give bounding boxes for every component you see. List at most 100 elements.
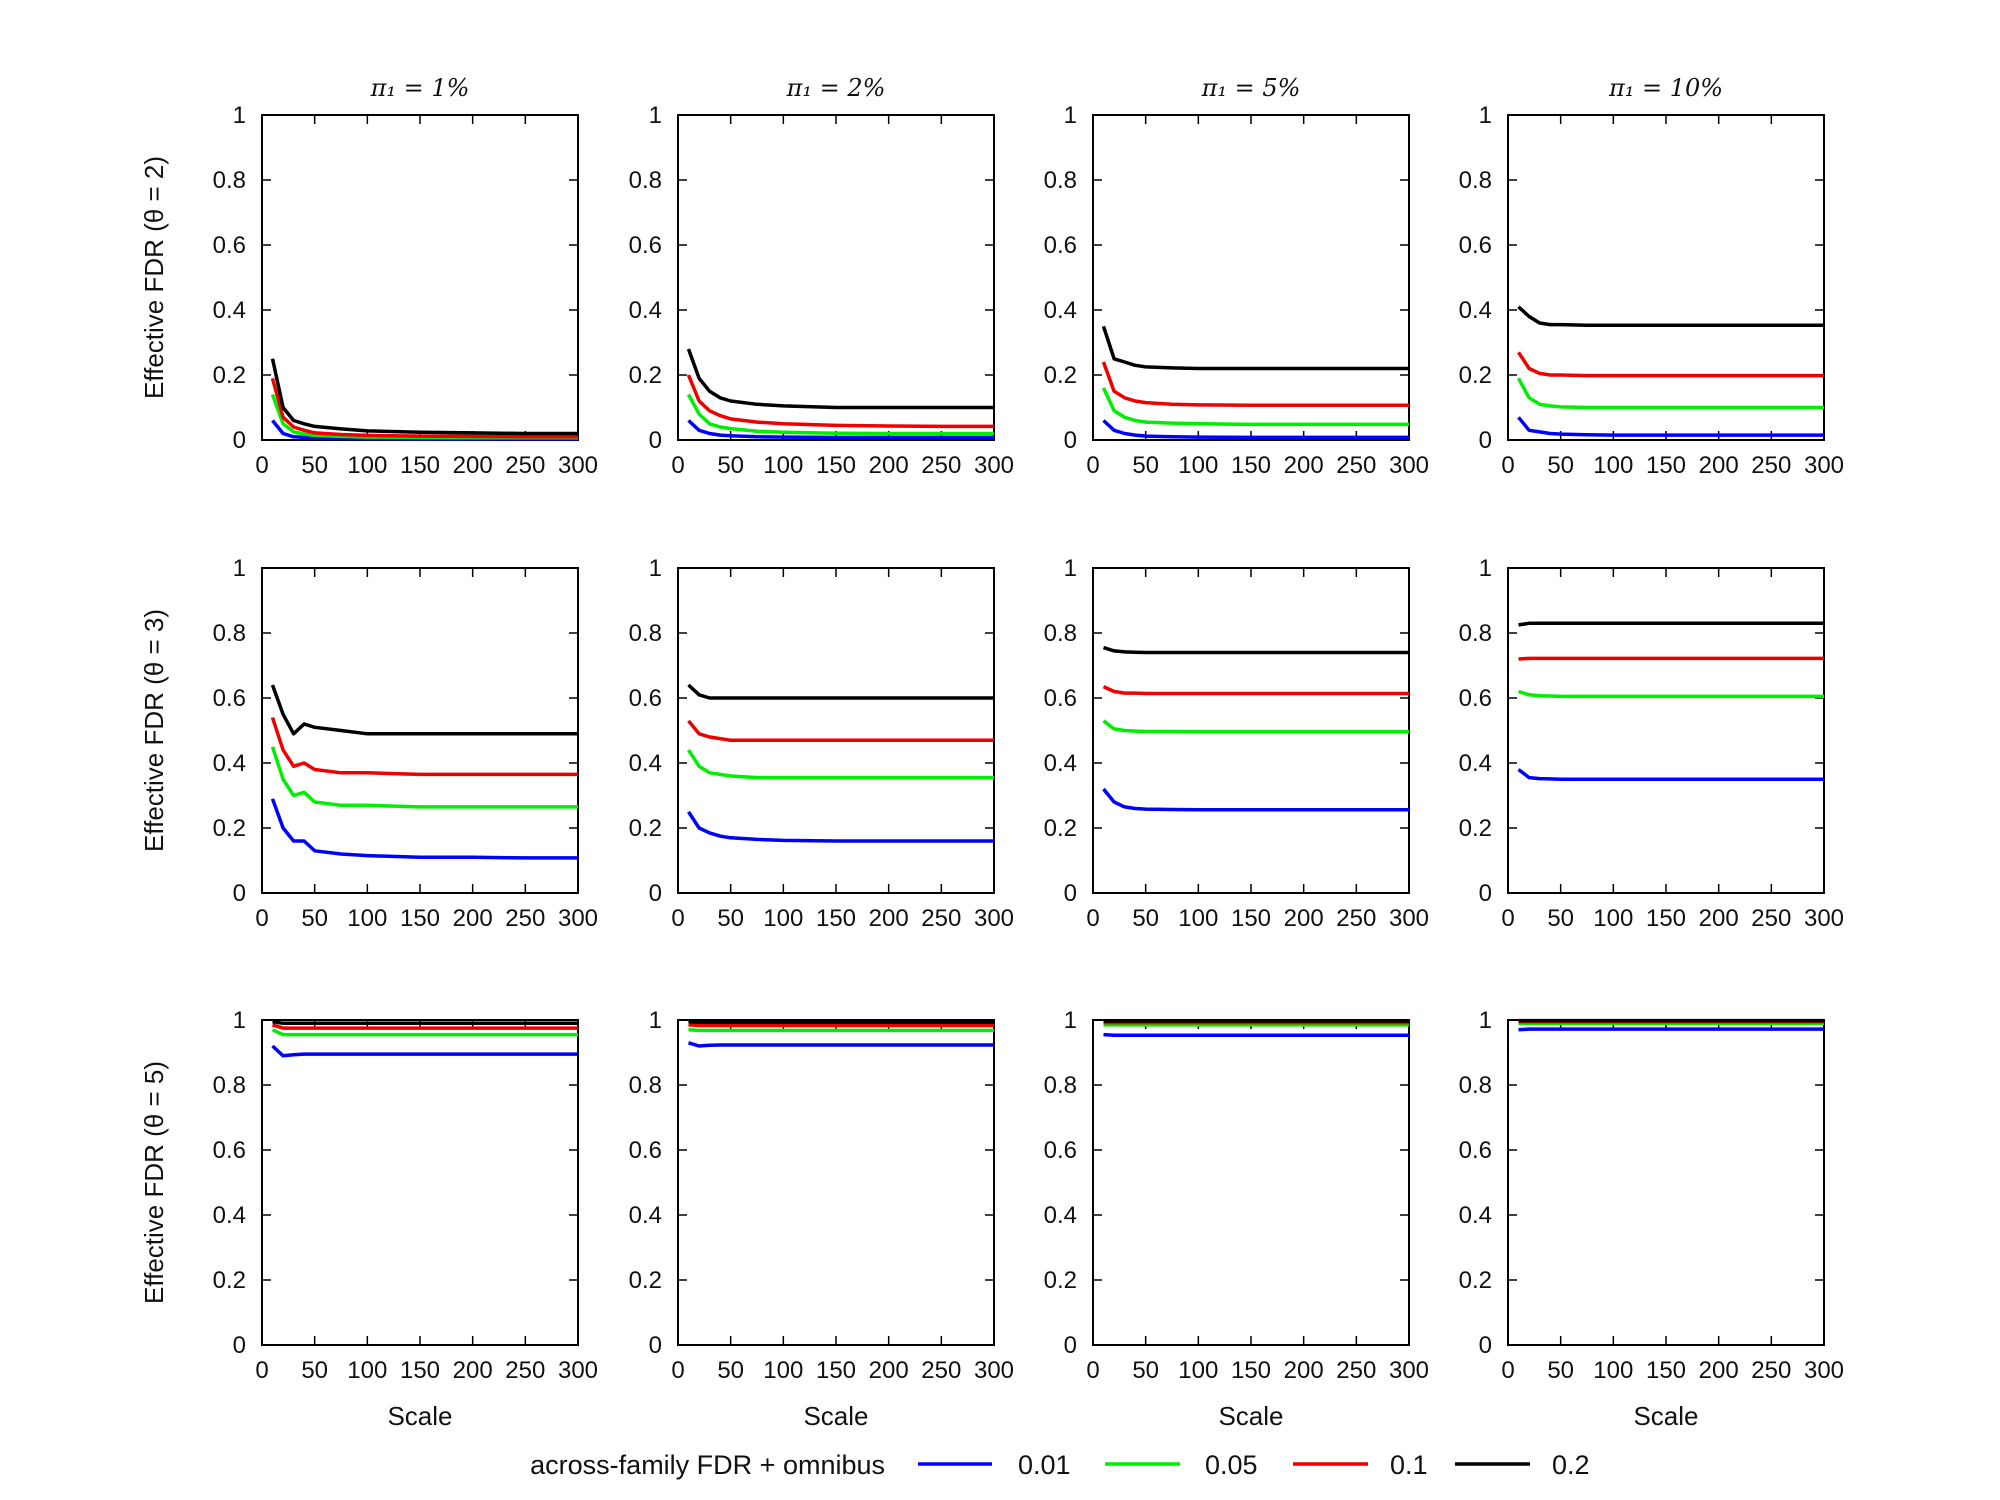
- x-tick-label: 200: [453, 1357, 493, 1384]
- x-tick-label: 150: [1231, 452, 1271, 479]
- x-tick-label: 0: [1086, 905, 1099, 932]
- x-tick-label: 50: [301, 905, 328, 932]
- y-tick-label: 1: [1064, 102, 1077, 129]
- series-line-0.2: [688, 1019, 994, 1025]
- y-tick-label: 0: [1479, 880, 1492, 907]
- y-tick-label: 0.2: [1459, 362, 1492, 389]
- y-tick-label: 0.8: [1044, 620, 1077, 647]
- x-tick-label: 250: [921, 905, 961, 932]
- x-tick-label: 250: [505, 905, 545, 932]
- series-line-0.01: [687, 419, 994, 440]
- y-tick-label: 0.2: [629, 362, 662, 389]
- y-tick-label: 0.8: [1044, 167, 1077, 194]
- x-tick-label: 300: [558, 905, 598, 932]
- panel-r2-c2: 0 0.2 0.4 0.6 0.8 1 0 50 100 150 200 250 300: [1044, 1007, 1429, 1384]
- x-tick-label: 200: [1699, 1357, 1739, 1384]
- y-tick-label: 0.2: [213, 362, 246, 389]
- x-tick-label: 200: [1284, 1357, 1324, 1384]
- series-line-0.1: [686, 374, 994, 429]
- chart-panels: 00.20.40.60.810 50 100 150 200 250 30000.20.40…: [139, 74, 1844, 1431]
- x-tick-label: 250: [1751, 1357, 1791, 1384]
- series-line-0.05: [687, 749, 994, 780]
- y-tick-label: 0.8: [629, 620, 662, 647]
- y-tick-label: 0.2: [213, 815, 246, 842]
- y-tick-label: 0.6: [1044, 232, 1077, 259]
- series-line-0.1: [688, 1023, 994, 1028]
- y-tick-label: 0: [1479, 1332, 1492, 1359]
- x-tick-label: 100: [1593, 1357, 1633, 1384]
- plot-frame: [1507, 1019, 1825, 1346]
- x-tick-label: 50: [1132, 452, 1159, 479]
- panel-r0-c3: 0 0.2 0.4 0.6 0.8 1 0 50 100 150 200 250 300: [1459, 102, 1844, 479]
- x-tick-label: 300: [558, 1357, 598, 1384]
- x-tick-label: 300: [558, 452, 598, 479]
- y-tick-label: 0.8: [629, 167, 662, 194]
- y-tick-label: 0.6: [213, 685, 246, 712]
- series-line-0.05: [271, 1028, 578, 1037]
- x-tick-label: 250: [921, 1357, 961, 1384]
- row-axis-label: Effective FDR (θ = 3): [139, 609, 169, 852]
- y-tick-label: 0.6: [1459, 232, 1492, 259]
- y-tick-label: 0: [233, 427, 246, 454]
- series-line-0.05: [1102, 719, 1409, 734]
- panel-r1-c2: 0 0.2 0.4 0.6 0.8 1 0 50 100 150 200 250 300: [1044, 555, 1429, 932]
- plot-frame: [261, 1019, 579, 1346]
- x-tick-label: 0: [1501, 1357, 1514, 1384]
- panel-r2-c1: 0 0.2 0.4 0.6 0.8 1 0 50 100 150 200 250 300: [629, 1007, 1014, 1384]
- column-title: π₁ = 2%: [786, 74, 886, 102]
- x-tick-label: 150: [1231, 1357, 1271, 1384]
- x-tick-label: 150: [400, 905, 440, 932]
- x-tick-label: 250: [1751, 905, 1791, 932]
- y-tick-label: 0: [649, 1332, 662, 1359]
- y-tick-label: 0.2: [1044, 362, 1077, 389]
- x-tick-label: 0: [1501, 905, 1514, 932]
- x-tick-label: 300: [1389, 905, 1429, 932]
- row-axis-label: Effective FDR (θ = 2): [139, 156, 169, 399]
- series-line-0.2: [272, 1019, 578, 1026]
- y-tick-label: 0.2: [1044, 1267, 1077, 1294]
- x-tick-label: 50: [301, 452, 328, 479]
- y-tick-label: 1: [649, 1007, 662, 1034]
- y-tick-label: 0: [649, 427, 662, 454]
- y-tick-label: 1: [233, 555, 246, 582]
- x-tick-label: 150: [1231, 905, 1271, 932]
- column-title: π₁ = 5%: [1201, 74, 1301, 102]
- x-tick-label: 50: [1132, 1357, 1159, 1384]
- y-tick-label: 1: [1479, 102, 1492, 129]
- y-tick-label: 0: [233, 1332, 246, 1359]
- series-line-0.01: [1103, 1032, 1409, 1038]
- y-tick-label: 1: [233, 102, 246, 129]
- y-tick-label: 0.2: [213, 1267, 246, 1294]
- x-tick-label: 250: [505, 1357, 545, 1384]
- plot-frame: [677, 567, 995, 894]
- x-tick-label: 250: [1336, 452, 1376, 479]
- y-tick-label: 0.6: [629, 232, 662, 259]
- x-tick-label: 0: [671, 452, 684, 479]
- x-tick-label: 250: [1751, 452, 1791, 479]
- x-tick-label: 100: [347, 905, 387, 932]
- x-tick-label: 250: [505, 452, 545, 479]
- series-line-0.1: [1518, 656, 1824, 661]
- x-tick-label: 50: [1547, 452, 1574, 479]
- x-tick-label: 150: [816, 1357, 856, 1384]
- x-tick-label: 150: [1646, 1357, 1686, 1384]
- y-tick-label: 1: [1064, 555, 1077, 582]
- series-line-0.2: [1518, 621, 1824, 627]
- x-tick-label: 100: [763, 1357, 803, 1384]
- series-line-0.1: [270, 377, 578, 439]
- series-line-0.2: [270, 358, 578, 436]
- x-tick-label: 0: [671, 905, 684, 932]
- x-tick-label: 200: [869, 905, 909, 932]
- series-line-0.1: [270, 716, 578, 777]
- x-tick-label: 150: [400, 452, 440, 479]
- x-tick-label: 200: [1699, 452, 1739, 479]
- plot-frame: [677, 1019, 995, 1346]
- y-tick-label: 0.2: [1459, 1267, 1492, 1294]
- x-axis-label: Scale: [387, 1401, 452, 1431]
- y-tick-label: 0.8: [629, 1072, 662, 1099]
- series-line-0.01: [1518, 1027, 1824, 1032]
- y-tick-label: 0.6: [213, 232, 246, 259]
- series-line-0.1: [687, 719, 994, 743]
- y-tick-label: 0.6: [629, 1137, 662, 1164]
- series-line-0.01: [1517, 768, 1824, 782]
